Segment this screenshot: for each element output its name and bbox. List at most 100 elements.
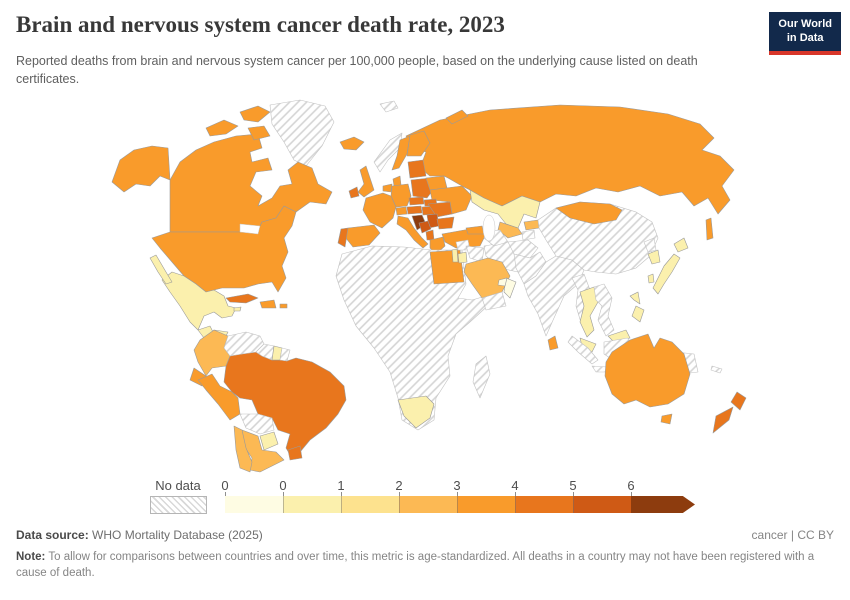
- legend-cell-3-4[interactable]: [457, 496, 515, 513]
- license-link[interactable]: cancer | CC BY: [751, 528, 834, 542]
- country-tajikistan[interactable]: [521, 229, 536, 241]
- data-source-value: WHO Mortality Database (2025): [88, 528, 263, 542]
- country-czechia[interactable]: [408, 196, 425, 206]
- legend-cell-4-5[interactable]: [515, 496, 573, 513]
- country-italy[interactable]: [396, 215, 429, 249]
- country-paraguay[interactable]: [259, 431, 279, 451]
- note-label: Note:: [16, 551, 46, 563]
- country-canada-arctic-3[interactable]: [247, 125, 271, 141]
- country-mexico[interactable]: [161, 271, 237, 331]
- country-uruguay[interactable]: [287, 445, 303, 461]
- legend-cell-5-6[interactable]: [573, 496, 631, 513]
- legend-tick-label: 4: [511, 478, 519, 493]
- country-bolivia[interactable]: [239, 413, 275, 435]
- country-alaska[interactable]: [111, 145, 171, 193]
- country-romania[interactable]: [427, 201, 453, 218]
- country-yemen[interactable]: [481, 291, 507, 311]
- country-nz-north[interactable]: [730, 391, 747, 411]
- country-south-africa[interactable]: [397, 395, 435, 429]
- owid-logo-line2: in Data: [786, 31, 824, 44]
- country-svalbard[interactable]: [379, 100, 399, 113]
- legend-cell-2-3[interactable]: [399, 496, 457, 513]
- footer-note: Note: To allow for comparisons between c…: [16, 549, 826, 581]
- country-kyrgyzstan[interactable]: [523, 219, 540, 231]
- owid-logo-line1: Our World: [778, 18, 832, 30]
- country-north-korea[interactable]: [643, 237, 657, 253]
- owid-logo[interactable]: Our World in Data: [769, 12, 841, 55]
- country-albania[interactable]: [425, 229, 435, 241]
- legend-bar[interactable]: [225, 492, 695, 513]
- country-uae[interactable]: [497, 277, 508, 287]
- country-belarus[interactable]: [425, 175, 448, 191]
- legend-cell-0-0.5[interactable]: [225, 496, 283, 513]
- legend-tick-label: 0: [279, 478, 287, 493]
- country-iceland[interactable]: [339, 136, 365, 151]
- country-australia[interactable]: [604, 333, 691, 408]
- legend-tick-labels: 0 0 1 2 3 4 5 6: [221, 478, 705, 494]
- chart-footer: Data source: WHO Mortality Database (202…: [16, 528, 834, 581]
- country-mongolia[interactable]: [555, 201, 623, 225]
- country-sri-lanka[interactable]: [547, 335, 559, 351]
- country-canada-arctic-2[interactable]: [239, 105, 271, 123]
- legend-no-data-swatch[interactable]: [150, 496, 207, 514]
- country-mexico-baja[interactable]: [149, 254, 173, 285]
- country-russia[interactable]: [405, 104, 735, 215]
- country-taiwan[interactable]: [647, 273, 655, 284]
- country-japan-honshu[interactable]: [652, 253, 681, 295]
- country-hispaniola[interactable]: [259, 299, 277, 309]
- country-philippines-south[interactable]: [631, 305, 645, 323]
- legend-tick-label: 2: [395, 478, 403, 493]
- country-baltics[interactable]: [407, 159, 427, 179]
- country-kazakhstan[interactable]: [469, 189, 541, 229]
- country-finland[interactable]: [406, 130, 431, 157]
- country-peru[interactable]: [197, 373, 241, 421]
- country-tasmania[interactable]: [660, 413, 673, 425]
- country-spain[interactable]: [344, 224, 381, 248]
- legend-cell-0.5-1[interactable]: [283, 496, 341, 513]
- country-uzbekistan[interactable]: [497, 221, 523, 239]
- country-puerto-rico[interactable]: [279, 303, 288, 309]
- country-jamaica[interactable]: [233, 306, 242, 312]
- caspian-sea: [482, 214, 496, 242]
- country-switzerland[interactable]: [395, 206, 408, 216]
- country-argentina[interactable]: [241, 429, 285, 473]
- country-nz-south[interactable]: [712, 406, 734, 434]
- world-choropleth-map[interactable]: [0, 88, 850, 480]
- country-jordan[interactable]: [457, 251, 468, 264]
- country-japan-hokkaido[interactable]: [673, 237, 689, 253]
- country-guyana[interactable]: [255, 343, 275, 361]
- country-oman[interactable]: [503, 277, 517, 299]
- country-chile[interactable]: [233, 425, 253, 473]
- country-france[interactable]: [362, 192, 397, 229]
- country-novaya-zemlya[interactable]: [445, 109, 469, 125]
- country-caucasus[interactable]: [465, 225, 485, 235]
- country-ireland[interactable]: [348, 186, 360, 199]
- country-greenland[interactable]: [269, 99, 335, 167]
- country-indonesia-sumatra[interactable]: [567, 335, 599, 365]
- country-bulgaria[interactable]: [436, 216, 455, 230]
- country-benelux[interactable]: [382, 183, 393, 193]
- country-french-guiana[interactable]: [279, 347, 291, 362]
- country-afghanistan[interactable]: [507, 239, 539, 259]
- country-israel[interactable]: [451, 248, 459, 263]
- country-philippines-luzon[interactable]: [629, 291, 641, 305]
- country-denmark[interactable]: [392, 175, 402, 187]
- country-bosnia[interactable]: [418, 220, 432, 234]
- country-colombia[interactable]: [193, 329, 231, 377]
- note-text: To allow for comparisons between countri…: [16, 551, 815, 580]
- country-indochina[interactable]: [593, 283, 615, 337]
- country-madagascar[interactable]: [472, 355, 491, 399]
- country-south-korea[interactable]: [647, 249, 661, 265]
- great-lakes: [239, 223, 261, 235]
- country-sakhalin[interactable]: [705, 217, 714, 241]
- country-cuba[interactable]: [225, 293, 259, 304]
- country-new-caledonia[interactable]: [710, 365, 723, 374]
- country-canada-arctic-1[interactable]: [205, 119, 239, 137]
- country-saudi-arabia[interactable]: [463, 257, 511, 299]
- country-portugal[interactable]: [337, 227, 349, 248]
- legend-cell-6+[interactable]: [631, 496, 695, 513]
- legend-cell-1-2[interactable]: [341, 496, 399, 513]
- country-austria[interactable]: [406, 205, 423, 215]
- country-uk[interactable]: [357, 165, 375, 198]
